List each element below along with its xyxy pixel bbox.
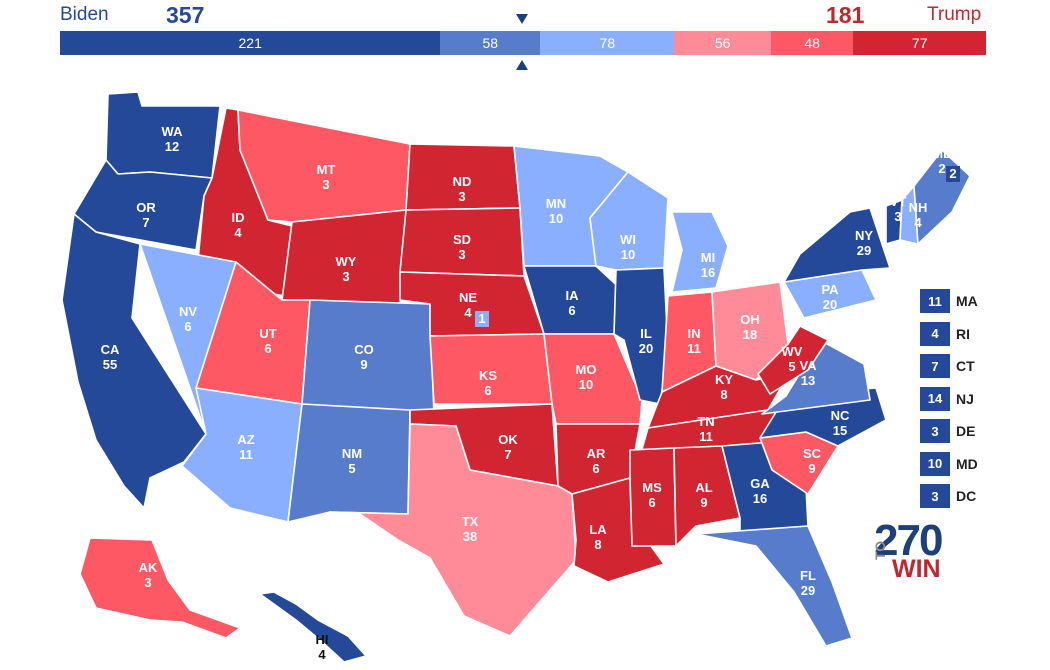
state-az[interactable] [181, 387, 303, 523]
small-state-name: MA [956, 293, 978, 309]
state-mt[interactable] [237, 109, 411, 223]
electoral-bar: 221 58 78 56 48 77 [60, 31, 986, 55]
logo-win: WIN [892, 555, 941, 583]
state-ak[interactable] [79, 537, 241, 639]
marker-bottom-icon [516, 60, 528, 70]
bar-segment: 58 [440, 31, 541, 55]
state-ks[interactable] [429, 333, 553, 405]
state-hi[interactable] [259, 591, 367, 663]
small-state-name: DC [956, 488, 977, 504]
small-state-name: DE [956, 423, 976, 439]
state-tx[interactable] [329, 423, 577, 637]
small-state-name: RI [956, 325, 970, 342]
biden-total: 357 [166, 2, 205, 28]
trump-name: Trump [927, 4, 982, 25]
small-state-box-ct[interactable]: 7 [920, 354, 950, 378]
state-wy[interactable] [281, 209, 407, 307]
ne-district-box[interactable] [475, 311, 489, 327]
state-me[interactable] [913, 149, 971, 245]
state-ny[interactable] [783, 207, 891, 283]
marker-top-icon [516, 14, 528, 24]
small-state-name: MD [956, 455, 978, 472]
biden-name: Biden [60, 4, 109, 25]
logo-to: TO [872, 540, 888, 560]
state-wv[interactable] [757, 325, 829, 395]
small-state-box-ma[interactable]: 11 [920, 289, 950, 313]
small-state-name: NJ [956, 390, 974, 407]
small-state-name: CT [956, 358, 975, 374]
state-wa[interactable] [105, 91, 221, 179]
small-state-box-ri[interactable]: 4 [920, 321, 950, 346]
state-mi[interactable] [671, 211, 729, 293]
trump-total: 181 [826, 2, 865, 28]
bar-segment: 56 [674, 31, 771, 55]
state-sd[interactable] [399, 207, 525, 277]
small-state-box-dc[interactable]: 3 [920, 484, 950, 508]
bar-segment: 48 [770, 31, 854, 55]
small-state-box-de[interactable]: 3 [920, 419, 950, 443]
state-il[interactable] [613, 267, 669, 405]
state-ms[interactable] [629, 447, 677, 547]
state-fl[interactable] [695, 525, 853, 647]
state-va[interactable] [761, 339, 871, 415]
bar-segment: 78 [540, 31, 675, 55]
state-co[interactable] [301, 299, 435, 417]
logo-270: 270 [874, 516, 943, 565]
state-ev-label: 4 [318, 647, 326, 662]
small-state-box-md[interactable]: 10 [920, 451, 950, 476]
state-nm[interactable] [287, 403, 411, 523]
state-al[interactable] [673, 445, 741, 547]
bar-segment: 77 [853, 31, 986, 55]
small-state-box-nj[interactable]: 14 [920, 386, 950, 411]
state-nd[interactable] [405, 143, 521, 211]
me-district-box[interactable] [946, 166, 960, 182]
bar-segment: 221 [60, 31, 441, 55]
